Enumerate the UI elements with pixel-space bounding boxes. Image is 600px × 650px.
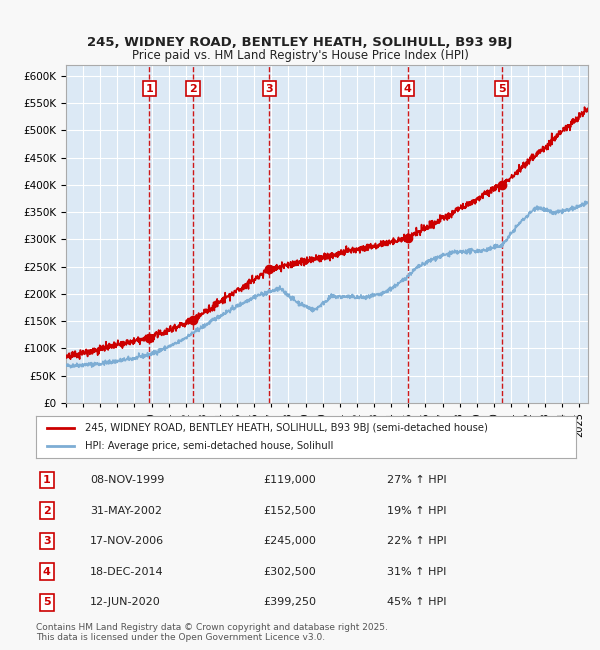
Text: 3: 3 — [266, 84, 273, 94]
Text: £119,000: £119,000 — [263, 475, 316, 485]
Text: 4: 4 — [404, 84, 412, 94]
Text: 45% ↑ HPI: 45% ↑ HPI — [387, 597, 446, 607]
Text: 08-NOV-1999: 08-NOV-1999 — [90, 475, 164, 485]
Text: 18-DEC-2014: 18-DEC-2014 — [90, 567, 164, 577]
Text: 12-JUN-2020: 12-JUN-2020 — [90, 597, 161, 607]
Text: 5: 5 — [498, 84, 505, 94]
Text: 17-NOV-2006: 17-NOV-2006 — [90, 536, 164, 546]
Text: 1: 1 — [145, 84, 153, 94]
Text: Price paid vs. HM Land Registry's House Price Index (HPI): Price paid vs. HM Land Registry's House … — [131, 49, 469, 62]
Text: 1: 1 — [43, 475, 50, 485]
Text: 2: 2 — [43, 506, 50, 515]
Text: Contains HM Land Registry data © Crown copyright and database right 2025.: Contains HM Land Registry data © Crown c… — [36, 623, 388, 632]
Text: 27% ↑ HPI: 27% ↑ HPI — [387, 475, 446, 485]
Text: 31-MAY-2002: 31-MAY-2002 — [90, 506, 162, 515]
Text: This data is licensed under the Open Government Licence v3.0.: This data is licensed under the Open Gov… — [36, 633, 325, 642]
Text: 245, WIDNEY ROAD, BENTLEY HEATH, SOLIHULL, B93 9BJ: 245, WIDNEY ROAD, BENTLEY HEATH, SOLIHUL… — [88, 36, 512, 49]
Text: 19% ↑ HPI: 19% ↑ HPI — [387, 506, 446, 515]
Text: 22% ↑ HPI: 22% ↑ HPI — [387, 536, 446, 546]
Text: HPI: Average price, semi-detached house, Solihull: HPI: Average price, semi-detached house,… — [85, 441, 333, 451]
Text: 3: 3 — [43, 536, 50, 546]
Text: £245,000: £245,000 — [263, 536, 316, 546]
Text: 245, WIDNEY ROAD, BENTLEY HEATH, SOLIHULL, B93 9BJ (semi-detached house): 245, WIDNEY ROAD, BENTLEY HEATH, SOLIHUL… — [85, 423, 487, 433]
Text: 2: 2 — [189, 84, 197, 94]
Text: £302,500: £302,500 — [263, 567, 316, 577]
Text: £399,250: £399,250 — [263, 597, 316, 607]
Text: £152,500: £152,500 — [263, 506, 316, 515]
Text: 31% ↑ HPI: 31% ↑ HPI — [387, 567, 446, 577]
Text: 4: 4 — [43, 567, 51, 577]
Text: 5: 5 — [43, 597, 50, 607]
